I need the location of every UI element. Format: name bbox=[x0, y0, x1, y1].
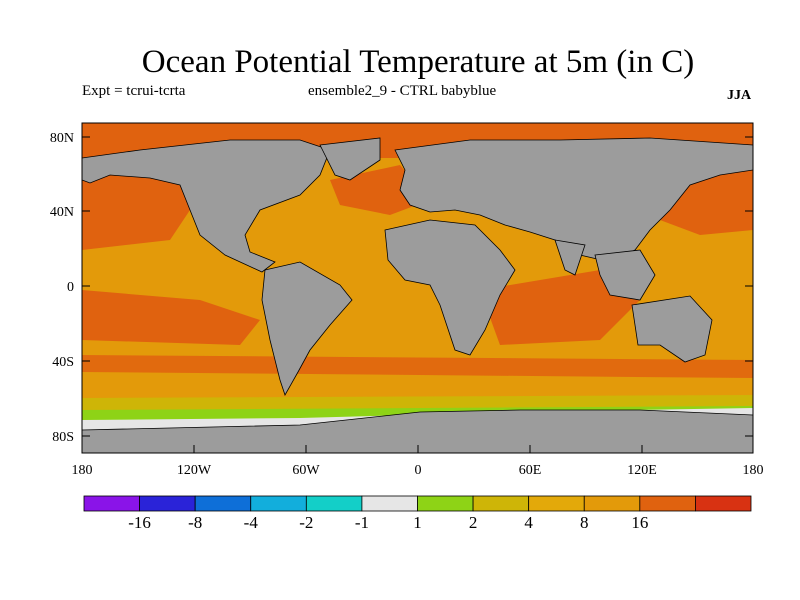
colorbar-label: -2 bbox=[299, 513, 313, 532]
land-north-america bbox=[82, 139, 331, 273]
land-australia bbox=[631, 295, 713, 363]
land-se-asia bbox=[594, 249, 656, 301]
lon-tick-labels: 180 120W 60W 0 60E 120E 180 bbox=[72, 463, 764, 478]
lon-tick-label: 120E bbox=[627, 463, 657, 478]
colorbar: -16 -8 -4 -2 -1 1 2 4 8 16 bbox=[83, 495, 752, 532]
axis-ticks bbox=[81, 136, 754, 453]
colorbar-swatch bbox=[639, 495, 696, 512]
land-south-america bbox=[261, 261, 353, 396]
colorbar-label: 16 bbox=[631, 513, 648, 532]
ocean-field-east-pacific bbox=[82, 290, 260, 345]
colorbar-swatch bbox=[417, 495, 474, 512]
land-africa bbox=[384, 219, 516, 356]
colorbar-swatch bbox=[194, 495, 252, 512]
colorbar-swatch bbox=[583, 495, 641, 512]
chart-title: Ocean Potential Temperature at 5m (in C) bbox=[141, 44, 695, 80]
land-india bbox=[554, 239, 586, 276]
colorbar-label: 4 bbox=[524, 513, 533, 532]
colorbar-label: 1 bbox=[413, 513, 422, 532]
colorbar-label: -8 bbox=[188, 513, 202, 532]
colorbar-label: -1 bbox=[355, 513, 369, 532]
land-antarctica bbox=[82, 409, 753, 453]
ocean-field-indian bbox=[480, 270, 640, 345]
land-masses bbox=[82, 137, 753, 453]
lon-tick-label: 60E bbox=[519, 463, 542, 478]
colorbar-swatch bbox=[250, 495, 307, 512]
colorbar-label: -4 bbox=[244, 513, 259, 532]
lat-tick-label: 40N bbox=[50, 205, 74, 220]
colorbar-swatch bbox=[305, 495, 363, 512]
lon-tick-label: 0 bbox=[415, 463, 422, 478]
lat-tick-label: 0 bbox=[67, 280, 74, 295]
lat-tick-label: 80N bbox=[50, 131, 74, 146]
lon-tick-label: 120W bbox=[177, 463, 212, 478]
lat-tick-labels: 80N 40N 0 40S 80S bbox=[50, 131, 74, 445]
colorbar-label: -16 bbox=[128, 513, 151, 532]
land-greenland bbox=[319, 137, 381, 181]
ensemble-label: ensemble2_9 - CTRL babyblue bbox=[308, 83, 497, 99]
colorbar-swatch bbox=[695, 495, 752, 512]
colorbar-swatch bbox=[83, 495, 140, 512]
map-panel bbox=[82, 123, 753, 453]
colorbar-label: 8 bbox=[580, 513, 589, 532]
experiment-label: Expt = tcrui-tcrta bbox=[82, 83, 186, 99]
lon-tick-label: 180 bbox=[72, 463, 93, 478]
lat-tick-label: 80S bbox=[52, 430, 74, 445]
colorbar-label: 2 bbox=[469, 513, 478, 532]
colorbar-swatch bbox=[139, 495, 196, 512]
season-label: JJA bbox=[727, 88, 752, 103]
lon-tick-label: 60W bbox=[292, 463, 320, 478]
colorbar-swatch bbox=[528, 495, 585, 512]
ocean-field-south-band bbox=[82, 355, 753, 378]
colorbar-swatch bbox=[472, 495, 530, 512]
colorbar-swatch bbox=[361, 495, 418, 512]
lon-tick-label: 180 bbox=[743, 463, 764, 478]
lat-tick-label: 40S bbox=[52, 355, 74, 370]
